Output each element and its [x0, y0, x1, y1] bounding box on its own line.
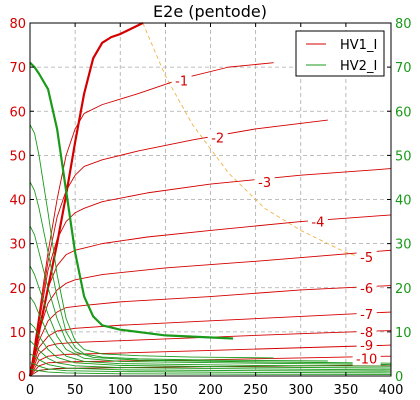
- hv2-curve-15: [29, 265, 392, 365]
- y-tick-label-left: 0: [18, 370, 26, 385]
- hv2-curve-18: [29, 340, 392, 371]
- curve-label: -7: [360, 308, 373, 323]
- hv1-curve-11: [28, 22, 144, 377]
- grid: [30, 23, 391, 376]
- legend-label: HV1_I: [340, 38, 377, 53]
- curve-label: -6: [360, 282, 373, 297]
- curve-label: -4: [311, 216, 324, 231]
- axes: 0 50 100 150 200 250 300 350 4000102030405060708…: [9, 17, 411, 398]
- y-tick-label-right: 60: [395, 105, 412, 120]
- hv2-curve-12: [29, 124, 274, 359]
- y-tick-label-right: 50: [395, 149, 412, 164]
- hv2-curve-13: [29, 181, 328, 362]
- y-tick-label-right: 70: [395, 61, 412, 76]
- hv2-curve-19: [29, 353, 392, 372]
- y-tick-label-left: 80: [9, 17, 26, 32]
- x-tick-label: 50: [67, 383, 84, 398]
- curve-label-bg: [356, 323, 377, 339]
- hv1-curve-6: [29, 311, 392, 377]
- curve-label-bg: [171, 72, 192, 88]
- y-tick-label-right: 10: [395, 326, 412, 341]
- curve-label-bg: [207, 129, 228, 145]
- x-tick-label: 250: [243, 383, 268, 398]
- load-line: [142, 22, 374, 262]
- y-tick-label-right: 20: [395, 282, 412, 297]
- y-tick-label-right: 0: [395, 370, 403, 385]
- x-tick-label: 350: [333, 383, 358, 398]
- x-tick-label: 400: [379, 383, 404, 398]
- plot-area: -1-2-3-4-5-6-7-8-9-10: [28, 22, 392, 377]
- hv2-curve-14: [29, 225, 392, 364]
- x-tick-label: 300: [288, 383, 313, 398]
- hv1-curve-7: [29, 330, 392, 377]
- x-tick-label: 0: [26, 383, 34, 398]
- y-tick-label-left: 30: [9, 238, 26, 253]
- curve-label: -5: [360, 251, 373, 266]
- curve-label-bg: [254, 173, 275, 189]
- curve-label-bg: [356, 279, 377, 295]
- hv1-curve-1: [29, 119, 328, 377]
- hv2-curve-22: [29, 61, 234, 340]
- hv2-curve-20: [29, 362, 392, 374]
- hv1-curve-4: [29, 249, 392, 377]
- curve-label-bg: [352, 350, 381, 366]
- y-tick-label-left: 10: [9, 326, 26, 341]
- curve-label-bg: [356, 248, 377, 264]
- y-tick-label-right: 30: [395, 238, 412, 253]
- hv1-curve-8: [29, 344, 392, 377]
- curve-label-bg: [356, 306, 377, 322]
- y-tick-label-left: 60: [9, 105, 26, 120]
- hv1-curve-5: [29, 285, 392, 377]
- hv2-curve-17: [29, 322, 392, 369]
- legend: HV1_I HV2_I: [295, 30, 385, 77]
- y-tick-label-left: 50: [9, 149, 26, 164]
- curve-label: -1: [175, 74, 188, 89]
- legend-box: [295, 30, 385, 77]
- hv2-curve-16: [29, 296, 392, 367]
- curve-label: -2: [211, 132, 224, 147]
- curve-label-bg: [307, 213, 328, 229]
- x-tick-label: 100: [108, 383, 133, 398]
- legend-label: HV2_I: [340, 59, 377, 74]
- curve-label: -3: [258, 176, 271, 191]
- hv1-curve-2: [29, 168, 392, 377]
- y-tick-label-left: 70: [9, 61, 26, 76]
- hv1-curve-9: [29, 355, 392, 377]
- chart-title: E2e (pentode): [153, 2, 267, 21]
- curve-label: -10: [356, 352, 377, 367]
- y-tick-label-left: 20: [9, 282, 26, 297]
- x-tick-label: 150: [153, 383, 178, 398]
- y-tick-label-left: 40: [9, 194, 26, 209]
- curve-label-bg: [356, 337, 377, 353]
- y-tick-label-right: 80: [395, 17, 412, 32]
- y-tick-label-right: 40: [395, 194, 412, 209]
- x-tick-label: 200: [198, 383, 223, 398]
